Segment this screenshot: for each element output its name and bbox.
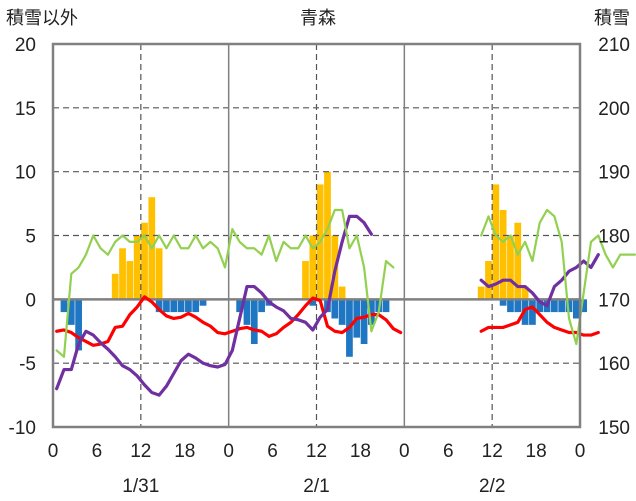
bars-layer — [60, 171, 588, 357]
snow_depth_change-bar — [309, 299, 317, 306]
precipitation-bar — [155, 248, 163, 300]
precipitation-bar — [521, 286, 529, 300]
snow_depth_change-bar — [331, 299, 339, 319]
snow_depth_change-bar — [236, 299, 244, 313]
snow_depth_change-bar — [250, 299, 258, 345]
right-tick-label: 150 — [598, 418, 630, 439]
chart-title: 青森 — [300, 8, 336, 29]
precipitation-bar — [111, 273, 119, 300]
x-tick-label: 12 — [306, 441, 327, 462]
x-tick-label: 18 — [174, 441, 195, 462]
lines-layer — [55, 208, 636, 397]
right-tick-label: 160 — [598, 354, 630, 375]
snow_depth_change-bar — [185, 299, 192, 313]
left-tick-label: 20 — [15, 35, 36, 56]
x-tick-label: 6 — [92, 441, 103, 462]
snow_depth_change-bar — [499, 299, 507, 306]
snow_depth_change-bar — [558, 299, 566, 313]
snow_depth_change-bar — [382, 299, 390, 313]
snow_depth_change-bar — [258, 299, 265, 313]
snow_depth_change-bar — [360, 299, 368, 345]
day-label: 2/2 — [479, 476, 505, 497]
snow_depth_change-bar — [536, 299, 544, 313]
precipitation-bar — [485, 261, 492, 300]
snow_depth_change-bar — [338, 299, 346, 325]
x-tick-label: 0 — [223, 441, 234, 462]
snow_depth_change-bar — [507, 299, 514, 313]
precipitation-bar — [499, 209, 507, 300]
snow_depth_change-bar — [60, 299, 68, 313]
snow_depth_change-bar — [565, 299, 573, 313]
precipitation-bar — [309, 235, 317, 300]
x-tick-label: 12 — [482, 441, 503, 462]
right-tick-label: 190 — [598, 163, 630, 184]
precipitation-bar — [133, 235, 141, 300]
precipitation-bar — [514, 222, 522, 300]
snow_depth_change-bar — [572, 299, 580, 319]
plot-frame — [51, 42, 582, 429]
x-tick-label: 18 — [526, 441, 547, 462]
x-tick-label: 0 — [575, 441, 586, 462]
snow_depth_change-bar — [67, 299, 75, 325]
left-tick-label: -5 — [19, 354, 36, 375]
snow_depth_change-bar — [177, 299, 185, 313]
x-tick-label: 0 — [48, 441, 59, 462]
snow_depth-line — [55, 208, 636, 358]
x-tick-label: 0 — [399, 441, 410, 462]
snow_depth_change-bar — [243, 299, 251, 325]
precipitation-bar — [477, 286, 485, 300]
snow_depth_change-bar — [163, 299, 170, 313]
left-tick-label: 5 — [25, 227, 36, 248]
precipitation-bar — [126, 261, 134, 300]
day-label: 1/31 — [122, 476, 159, 497]
snow_depth_change-bar — [580, 299, 588, 313]
right-tick-label: 200 — [598, 99, 630, 120]
snow_depth_change-bar — [368, 299, 375, 325]
left-tick-label: 10 — [15, 163, 36, 184]
precipitation-bar — [492, 184, 500, 300]
frame-layer — [51, 42, 582, 429]
right-tick-label: 180 — [598, 227, 630, 248]
snow_depth_change-bar — [155, 299, 163, 313]
x-tick-label: 6 — [443, 441, 454, 462]
precipitation-bar — [119, 248, 126, 300]
x-tick-label: 6 — [267, 441, 278, 462]
x-tick-label: 18 — [350, 441, 371, 462]
precipitation-bar — [302, 261, 309, 300]
precipitation-bar — [507, 235, 514, 300]
left-axis-label: 積雪以外 — [6, 8, 78, 29]
snow_depth_change-bar — [192, 299, 200, 313]
snow_depth_change-bar — [551, 299, 558, 313]
snow_depth_change-bar — [514, 299, 522, 313]
precipitation-bar — [338, 286, 346, 300]
snow_depth_change-bar — [199, 299, 207, 306]
right-axis-label: 積雪 — [594, 8, 630, 29]
snow_depth_change-bar — [529, 299, 536, 325]
left-tick-label: 0 — [25, 290, 36, 311]
day-label: 2/1 — [303, 476, 329, 497]
x-tick-label: 12 — [130, 441, 151, 462]
right-tick-label: 210 — [598, 35, 630, 56]
precipitation-bar — [141, 222, 148, 300]
left-tick-label: -10 — [9, 418, 36, 439]
snow_depth_change-bar — [170, 299, 178, 313]
snow_depth_change-bar — [75, 299, 82, 351]
left-tick-label: 15 — [15, 99, 36, 120]
right-tick-label: 170 — [598, 290, 630, 311]
